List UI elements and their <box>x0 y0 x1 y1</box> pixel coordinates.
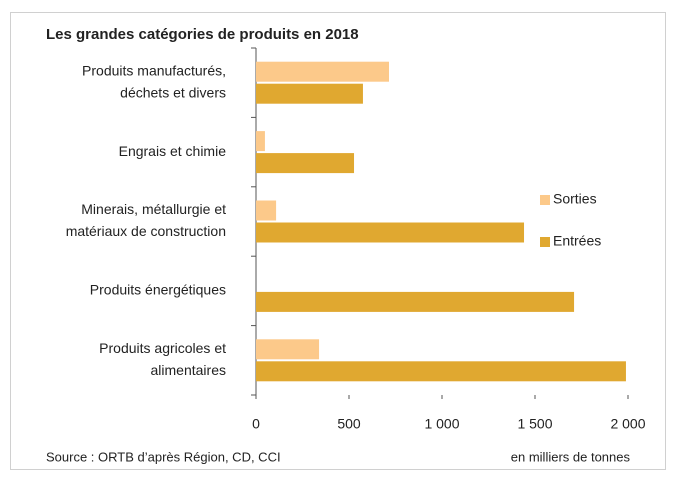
bar <box>256 131 265 152</box>
legend-swatch <box>540 237 550 247</box>
bar <box>256 291 575 312</box>
chart-title: Les grandes catégories de produits en 20… <box>46 26 359 43</box>
bar <box>256 222 525 243</box>
category-label: matériaux de construction <box>66 223 226 239</box>
x-tick-label: 1 500 <box>517 416 552 432</box>
category-label: Produits énergétiques <box>90 282 226 298</box>
x-tick-label: 500 <box>337 416 361 432</box>
x-tick-label: 2 000 <box>610 416 645 432</box>
category-label: Produits agricoles et <box>99 340 226 356</box>
bar <box>256 200 277 221</box>
bar <box>256 153 355 174</box>
source: Source : ORTB d’après Région, CD, CCI <box>46 449 281 464</box>
category-label: Produits manufacturés, <box>82 62 226 78</box>
bar <box>256 339 320 360</box>
legend-swatch <box>540 195 550 205</box>
bar <box>256 361 626 382</box>
legend-label: Sorties <box>553 191 597 207</box>
category-label: alimentaires <box>151 362 226 378</box>
bar <box>256 61 389 82</box>
category-label: Minerais, métallurgie et <box>81 201 226 217</box>
x-tick-label: 1 000 <box>424 416 459 432</box>
legend-label: Entrées <box>553 233 601 249</box>
bar <box>256 83 363 104</box>
category-label: déchets et divers <box>120 84 226 100</box>
unit-note: en milliers de tonnes <box>511 449 631 464</box>
x-tick-label: 0 <box>252 416 260 432</box>
category-label: Engrais et chimie <box>119 143 227 159</box>
